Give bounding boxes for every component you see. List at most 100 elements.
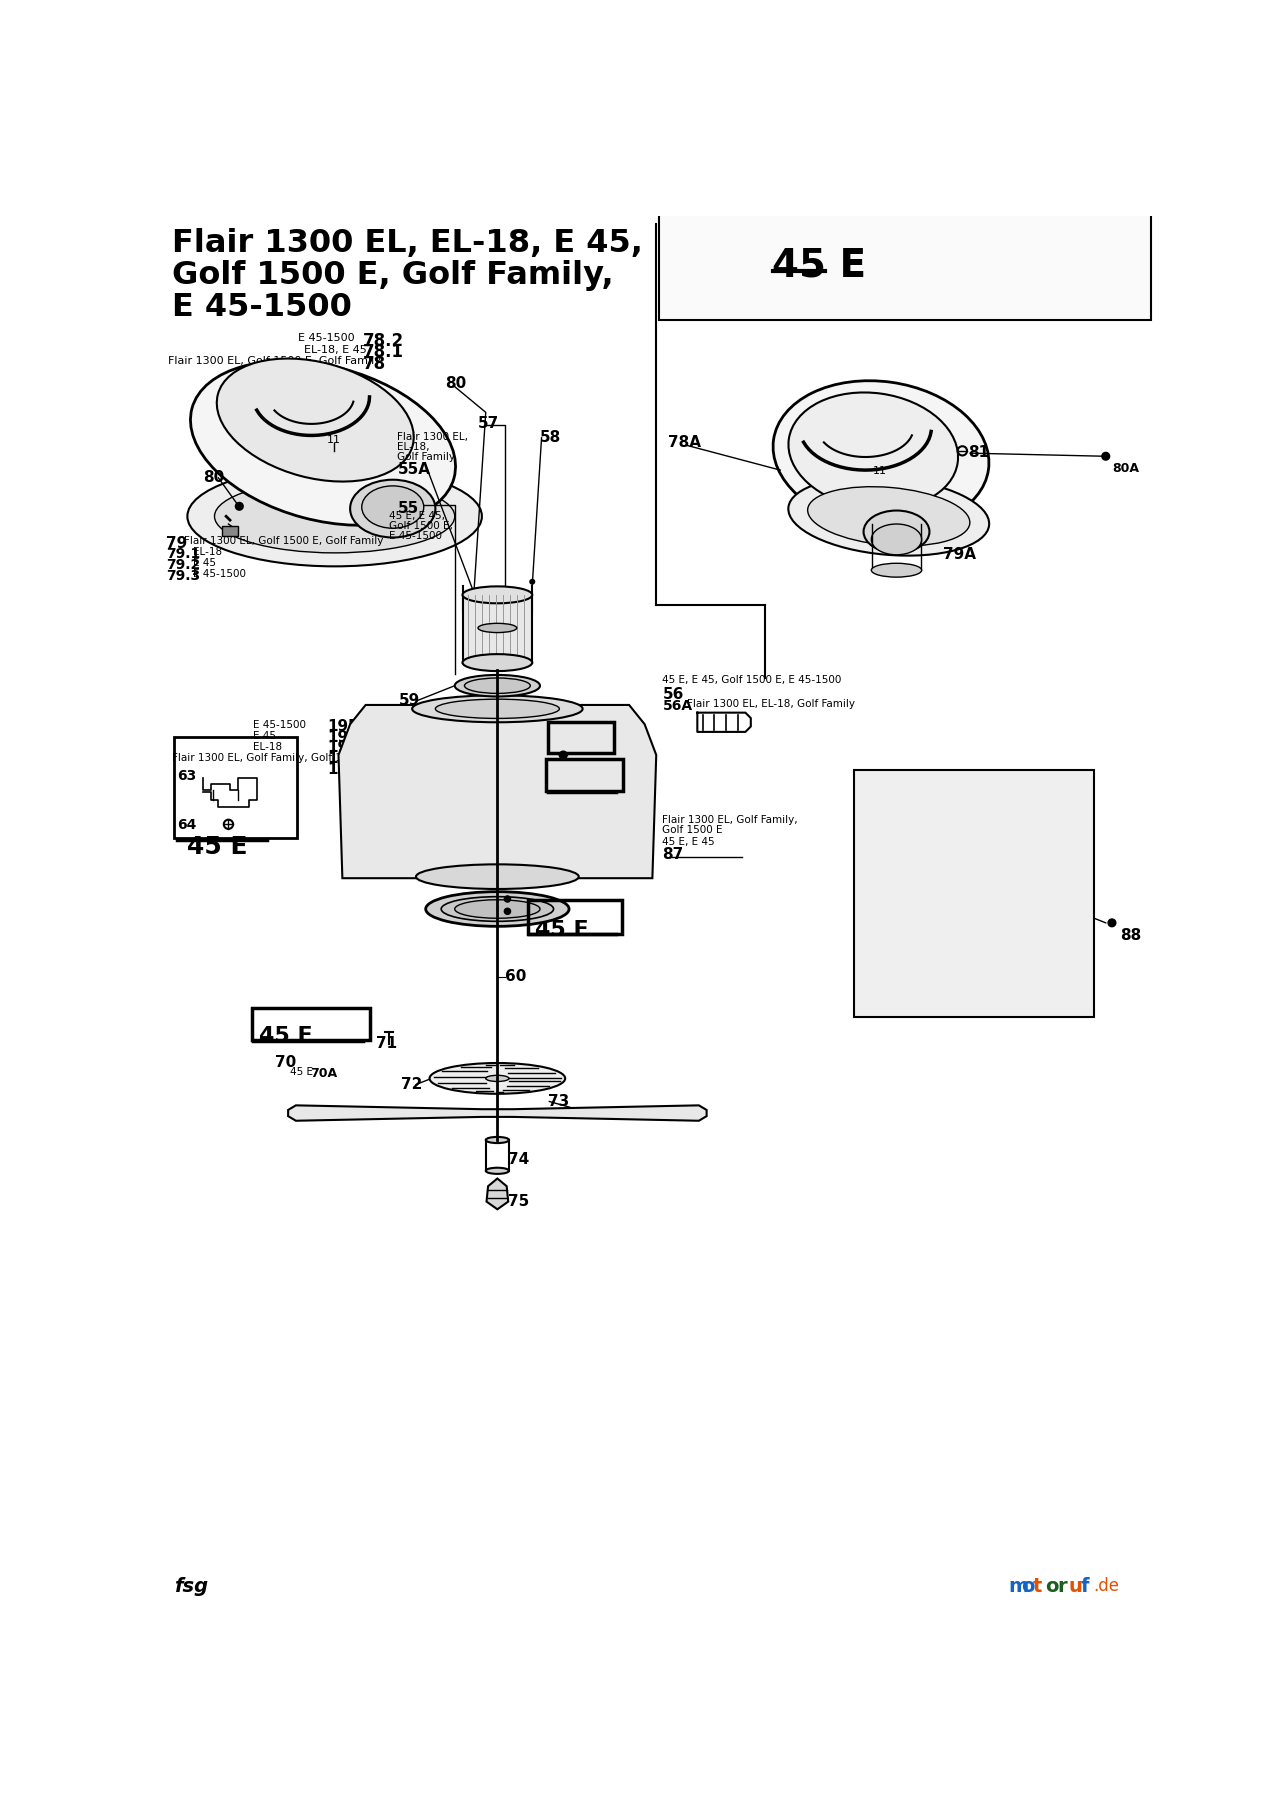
Ellipse shape [864, 511, 929, 553]
Ellipse shape [426, 891, 569, 927]
Polygon shape [487, 1179, 508, 1210]
Text: 59A: 59A [399, 706, 429, 720]
Text: m: m [1009, 1577, 1029, 1597]
Text: f: f [1081, 1577, 1090, 1597]
Text: 56: 56 [663, 688, 683, 702]
Text: 87B: 87B [1054, 801, 1081, 814]
Polygon shape [338, 706, 656, 878]
Ellipse shape [808, 486, 970, 545]
Ellipse shape [486, 1168, 509, 1174]
Text: 19B: 19B [327, 740, 360, 756]
Text: Flair 1300 EL, Golf Family, Golf 1500 E: Flair 1300 EL, Golf Family, Golf 1500 E [172, 752, 372, 763]
Text: E 45-1500: E 45-1500 [254, 720, 306, 731]
Text: 55A: 55A [397, 461, 431, 477]
Text: E 45-1500: E 45-1500 [192, 569, 246, 578]
Text: Golf Family: Golf Family [397, 452, 455, 461]
Text: 78.2: 78.2 [363, 331, 404, 349]
Text: 79A: 79A [944, 547, 976, 562]
Text: 78: 78 [363, 355, 386, 373]
Text: 45 E, E 45,: 45 E, E 45, [388, 511, 445, 520]
Text: 71: 71 [376, 1037, 397, 1051]
Text: 70A: 70A [310, 1067, 337, 1080]
Text: EL-18: EL-18 [192, 547, 222, 558]
Text: Golf 1500 E: Golf 1500 E [663, 824, 723, 835]
Text: E 45-1500: E 45-1500 [299, 333, 355, 344]
Ellipse shape [773, 382, 988, 529]
Ellipse shape [788, 392, 958, 509]
FancyBboxPatch shape [463, 594, 532, 662]
Text: Flair 1300 EL, Golf Family,: Flair 1300 EL, Golf Family, [663, 815, 799, 824]
Text: 19C: 19C [327, 729, 359, 745]
Circle shape [559, 751, 567, 760]
Circle shape [1108, 920, 1115, 927]
Text: 45 E: 45 E [259, 1026, 313, 1046]
Text: .de: .de [1094, 1577, 1119, 1595]
Ellipse shape [362, 486, 424, 527]
Text: 87A: 87A [1054, 815, 1081, 828]
Ellipse shape [788, 477, 990, 556]
Text: 80: 80 [203, 470, 224, 484]
Text: 45 E, E 45: 45 E, E 45 [663, 837, 715, 846]
Text: E 45-1500: E 45-1500 [974, 792, 1027, 803]
Text: 61: 61 [512, 893, 532, 909]
Text: EL-18: EL-18 [974, 803, 1003, 814]
Ellipse shape [187, 466, 482, 567]
Text: 57: 57 [478, 416, 499, 432]
FancyBboxPatch shape [222, 526, 237, 536]
Text: 60A: 60A [555, 738, 582, 751]
Text: 80: 80 [445, 376, 467, 391]
Text: 86: 86 [581, 792, 601, 806]
Text: 81: 81 [968, 445, 988, 461]
Ellipse shape [486, 1138, 509, 1143]
Ellipse shape [214, 481, 455, 553]
Ellipse shape [872, 524, 922, 554]
Text: 78A: 78A [668, 436, 701, 450]
Text: 75: 75 [508, 1193, 529, 1210]
Ellipse shape [463, 587, 532, 603]
Text: 70: 70 [274, 1055, 296, 1071]
Text: 63: 63 [177, 769, 196, 783]
Text: 78.1: 78.1 [363, 344, 404, 362]
Text: o: o [1020, 1577, 1035, 1597]
Text: 45 E: 45 E [427, 706, 450, 716]
Text: 55: 55 [399, 500, 419, 517]
Text: E 45: E 45 [192, 558, 215, 567]
FancyBboxPatch shape [854, 770, 1094, 1017]
Circle shape [504, 909, 510, 914]
Ellipse shape [191, 362, 455, 526]
Text: 87C: 87C [1054, 790, 1081, 803]
Text: 62: 62 [512, 907, 533, 922]
Text: 56A: 56A [663, 698, 692, 713]
Text: 79.3: 79.3 [167, 569, 200, 583]
Text: Golf 1500 E, Golf Family,: Golf 1500 E, Golf Family, [172, 259, 614, 292]
Text: 79.1: 79.1 [167, 547, 201, 562]
Text: 45 E: 45 E [536, 920, 588, 940]
Ellipse shape [429, 1064, 565, 1094]
Circle shape [504, 896, 510, 902]
Ellipse shape [486, 1075, 509, 1082]
Text: Flair 1300 EL, EL-18, E 45,: Flair 1300 EL, EL-18, E 45, [172, 227, 642, 259]
Text: 19A: 19A [327, 751, 360, 767]
Text: E 45: E 45 [254, 731, 276, 742]
Text: Flair 1300 EL,: Flair 1300 EL, [397, 432, 468, 441]
Ellipse shape [872, 563, 922, 578]
Circle shape [1101, 452, 1110, 461]
Circle shape [236, 502, 244, 509]
Ellipse shape [412, 695, 582, 722]
Text: r: r [1056, 1577, 1067, 1597]
Text: 88: 88 [1119, 929, 1141, 943]
Text: 73: 73 [547, 1094, 569, 1109]
Text: EL-18: EL-18 [254, 742, 282, 752]
Text: Golf 1500 E,: Golf 1500 E, [388, 520, 453, 531]
Text: 45 E, E 45, Golf 1500 E, E 45-1500: 45 E, E 45, Golf 1500 E, E 45-1500 [663, 675, 842, 686]
Text: 72: 72 [400, 1076, 422, 1093]
Text: 79.2: 79.2 [167, 558, 201, 572]
FancyBboxPatch shape [659, 27, 1151, 320]
Text: fsg: fsg [174, 1577, 208, 1597]
Text: 79: 79 [167, 536, 187, 551]
Ellipse shape [455, 900, 540, 918]
Text: u: u [1069, 1577, 1083, 1597]
Text: 45 E: 45 E [773, 247, 867, 284]
Polygon shape [288, 1105, 706, 1121]
Text: 19: 19 [327, 761, 347, 778]
